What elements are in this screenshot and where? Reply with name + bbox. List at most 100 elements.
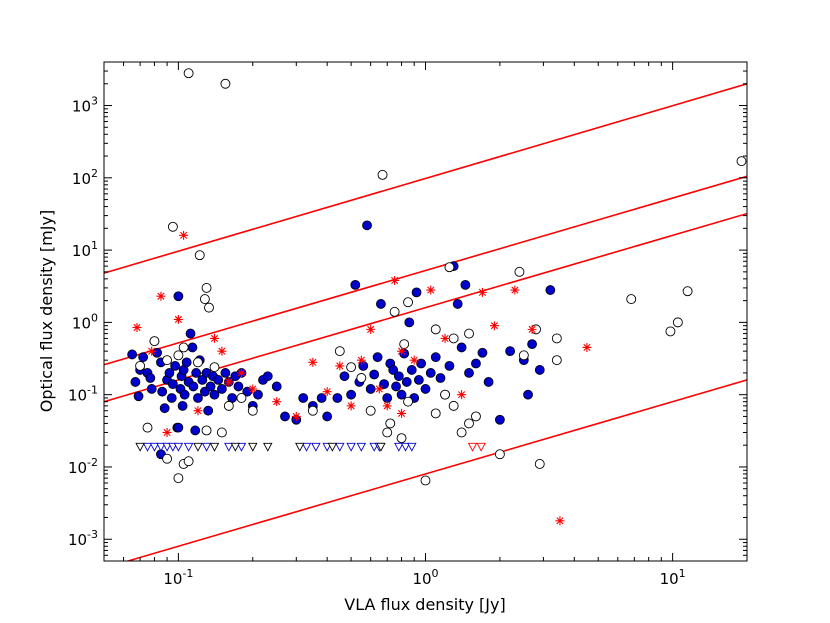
upper-limit-triangle	[162, 442, 172, 452]
upper-limit-triangle	[156, 442, 166, 452]
filled-circle-point	[505, 346, 516, 357]
filled-circle-point	[146, 384, 157, 394]
asterisk-point	[173, 314, 183, 324]
asterisk-point	[440, 333, 450, 343]
asterisk-point	[224, 377, 234, 387]
open-circle-point	[356, 373, 367, 383]
filled-circle-point	[217, 384, 227, 394]
open-circle-point	[551, 355, 562, 366]
filled-circle-point	[205, 381, 216, 392]
asterisk-point	[322, 387, 332, 397]
filled-circle-point	[404, 317, 415, 328]
asterisk-point	[335, 361, 345, 371]
asterisk-point	[346, 401, 356, 411]
asterisk-point	[510, 285, 520, 295]
asterisk-point	[308, 357, 318, 367]
upper-limit-triangle	[236, 442, 247, 452]
filled-circle-point	[166, 393, 177, 403]
upper-limit-triangle	[193, 442, 203, 452]
open-circle-point	[444, 262, 455, 273]
upper-limit-triangle	[335, 442, 345, 452]
upper-limit-triangle	[356, 442, 367, 452]
upper-limit-triangle	[476, 442, 486, 452]
asterisk-point	[397, 346, 407, 356]
y-tick-labels: 10-3 10-2 10-1 100 101 102 103	[68, 95, 98, 550]
open-circle-point	[665, 326, 676, 337]
asterisk-point	[457, 390, 467, 400]
filled-circle-point	[170, 361, 181, 371]
open-circle-point	[420, 475, 431, 486]
open-circle-point	[247, 405, 258, 416]
filled-circle-point	[159, 403, 170, 414]
open-circle-point	[403, 396, 414, 407]
y-tick-label: 10-3	[68, 528, 98, 549]
open-circle-point	[149, 336, 160, 347]
filled-circle-point	[411, 287, 422, 298]
y-tick-label: 10-2	[68, 456, 98, 477]
upper-limit-triangle	[201, 442, 212, 452]
open-circle-point	[201, 425, 212, 436]
x-axis-label: VLA flux density [Jy]	[344, 595, 505, 614]
filled-circle-point	[179, 389, 190, 400]
filled-circle-point	[209, 389, 220, 400]
asterisk-point	[291, 411, 301, 421]
open-circle-point	[142, 422, 153, 433]
filled-circle-point	[213, 375, 224, 385]
upper-limit-triangle	[224, 442, 234, 452]
upper-limit-triangle	[263, 442, 273, 452]
filled-circle-point	[401, 377, 412, 387]
upper-limit-triangle	[376, 442, 386, 452]
filled-circle-point	[339, 371, 350, 382]
filled-circle-point	[262, 371, 273, 382]
filled-circle-point	[188, 381, 199, 392]
filled-circle-point	[203, 405, 214, 416]
y-tick-label: 102	[72, 167, 98, 188]
open-circle-point	[223, 400, 234, 411]
filled-circle-point	[494, 414, 505, 425]
asterisk-point	[527, 324, 537, 334]
asterisk-point	[356, 355, 366, 365]
filled-circle-point	[527, 339, 537, 350]
filled-circle-point	[388, 365, 399, 375]
filled-circle-point	[157, 386, 168, 397]
upper-limit-triangle	[394, 442, 404, 452]
model-line-2	[104, 175, 747, 366]
open-circle-point	[396, 433, 407, 444]
open-circle-point	[464, 328, 474, 339]
open-circle-point	[167, 221, 178, 232]
open-circle-point	[385, 418, 396, 429]
y-tick-label: 101	[72, 239, 98, 260]
x-tick-labels: 10-1 100 101	[163, 567, 685, 588]
asterisk-point	[217, 346, 227, 356]
asterisk-point	[193, 406, 203, 416]
upper-limit-triangle	[400, 442, 411, 452]
axis-ticks	[103, 61, 748, 562]
open-circle-point	[736, 156, 747, 167]
asterisk-point	[366, 324, 376, 334]
upper-limit-triangle	[142, 442, 153, 452]
asterisk-point	[426, 285, 436, 295]
open-circle-point	[551, 333, 562, 344]
open-circle-point	[448, 400, 459, 411]
filled-circle-point	[133, 391, 144, 402]
upper-limit-triangle	[135, 442, 145, 452]
open-circle-point	[494, 449, 505, 460]
open-circle-point	[199, 294, 210, 305]
open-circle-point	[448, 333, 459, 344]
upper-limit-triangle	[183, 442, 194, 452]
open-circle-point	[178, 342, 189, 353]
upper-limit-triangle	[407, 442, 417, 452]
open-circle-point	[470, 411, 481, 422]
open-circle-point	[173, 473, 184, 484]
open-circle-point	[464, 418, 474, 429]
open-circle-point	[534, 459, 545, 469]
filled-circle-point	[346, 389, 357, 400]
open-circle-point	[514, 266, 525, 277]
asterisk-point	[132, 322, 142, 332]
filled-circle-point	[280, 411, 290, 422]
filled-circle-point	[164, 368, 175, 378]
open-circle-point	[135, 360, 146, 371]
filled-circle-point	[483, 377, 494, 387]
upper-limit-triangle	[248, 442, 258, 452]
